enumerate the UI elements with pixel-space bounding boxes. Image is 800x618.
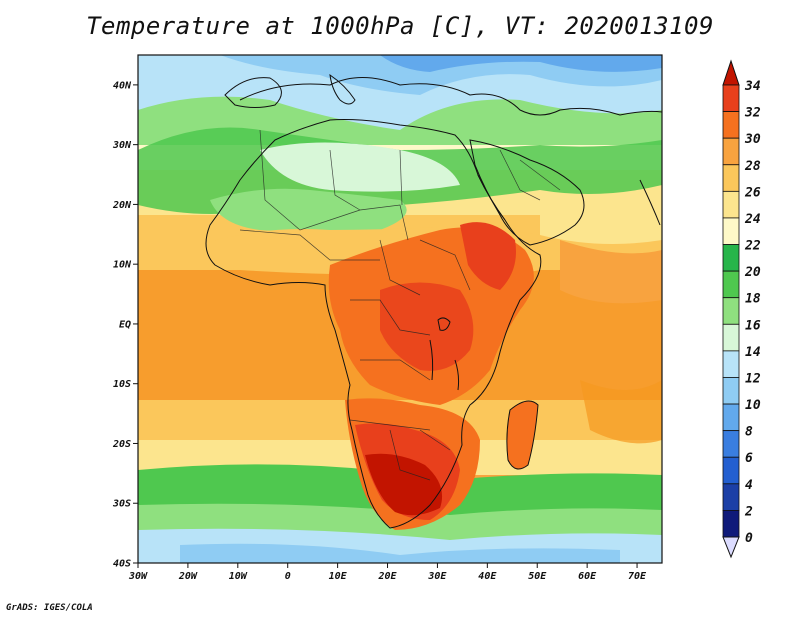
colorbar-label: 16 — [745, 318, 761, 333]
colorbar-max-arrow — [722, 59, 740, 86]
colorbar-swatch — [722, 137, 740, 166]
colorbar-label: 32 — [744, 106, 761, 121]
colorbar-swatch — [722, 510, 740, 538]
colorbar-swatch — [722, 430, 740, 458]
colorbar-swatch — [722, 377, 740, 405]
lon-label: 30W — [128, 571, 148, 582]
temperature-field — [138, 55, 662, 563]
colorbar-swatch — [722, 270, 740, 299]
lat-label: EQ — [119, 319, 131, 330]
colorbar-label: 4 — [745, 478, 753, 493]
colorbar-label: 24 — [744, 212, 761, 227]
colorbar-label: 10 — [745, 398, 761, 413]
lat-label: 40N — [113, 80, 132, 91]
lat-label: 10N — [113, 260, 132, 271]
colorbar-label: 22 — [744, 239, 761, 254]
colorbar-label: 20 — [744, 265, 761, 280]
colorbar-label: 14 — [745, 345, 761, 360]
lat-label: 20N — [112, 200, 132, 211]
lon-label: 30E — [427, 571, 447, 582]
lat-label: 30S — [112, 499, 131, 510]
lon-label: 40E — [478, 571, 497, 582]
lon-label: 70E — [628, 571, 647, 582]
lon-label: 0 — [285, 571, 291, 582]
lon-label: 50E — [528, 571, 547, 582]
colorbar-swatch — [722, 164, 740, 192]
colorbar-swatch — [722, 217, 740, 245]
colorbar-label: 0 — [745, 531, 753, 546]
colorbar-label: 12 — [745, 371, 761, 386]
colorbar-swatch — [722, 84, 740, 112]
colorbar-swatch — [722, 297, 740, 325]
lat-label: 20S — [112, 439, 131, 450]
lon-label: 20E — [377, 571, 397, 582]
colorbar-label: 34 — [744, 79, 761, 94]
colorbar-swatch — [722, 350, 740, 378]
lat-label: 30N — [112, 140, 132, 151]
colorbar-swatch — [722, 190, 740, 219]
colorbar-swatch — [722, 111, 740, 139]
colorbar-label: 18 — [745, 292, 761, 307]
colorbar-swatch — [722, 403, 740, 432]
colorbar-swatch — [722, 323, 740, 352]
lon-label: 10W — [229, 571, 248, 582]
lon-label: 20W — [178, 571, 198, 582]
lat-label: 40S — [113, 559, 131, 570]
colorbar-label: 2 — [744, 504, 753, 519]
lon-label: 10E — [329, 571, 348, 582]
colorbar-label: 6 — [745, 451, 753, 466]
colorbar-min-arrow — [722, 536, 740, 559]
colorbar-label: 26 — [744, 185, 761, 200]
map-title: Temperature at 1000hPa [C], VT: 20200131… — [86, 12, 714, 40]
colorbar-swatch — [722, 456, 740, 485]
lon-label: 60E — [578, 571, 597, 582]
lat-label: 10S — [113, 379, 131, 390]
map-axes: 30W 20W 10W 0 10E 20E 30E 40E 50E 60E 70E 40N 30N 20N… — [112, 80, 647, 582]
colorbar-label: 30 — [744, 132, 761, 147]
colorbar-label: 28 — [744, 159, 761, 174]
coastlines — [205, 73, 662, 529]
colorbar-swatch — [722, 244, 740, 272]
colorbar-swatch — [722, 483, 740, 511]
map-frame — [137, 54, 663, 564]
grads-credit: GrADS: IGES/COLA — [6, 603, 93, 613]
colorbar-label: 8 — [745, 425, 753, 440]
country-borders — [239, 129, 561, 481]
